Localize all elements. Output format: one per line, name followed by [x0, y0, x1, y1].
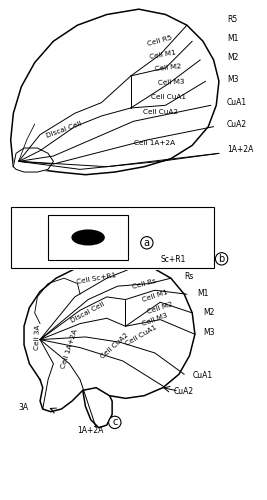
Polygon shape	[13, 148, 53, 172]
Text: Cell 3A: Cell 3A	[34, 324, 41, 349]
Text: Cell 1A+2A: Cell 1A+2A	[60, 328, 78, 370]
Text: Cell M3: Cell M3	[158, 79, 184, 86]
Text: Sc+R1: Sc+R1	[160, 255, 186, 264]
Text: CuA2: CuA2	[174, 387, 194, 396]
Text: Discal Cell: Discal Cell	[45, 120, 83, 139]
Text: Cell M3: Cell M3	[141, 312, 168, 327]
Text: c: c	[112, 418, 117, 428]
Text: CuA1: CuA1	[227, 98, 247, 107]
Text: M3: M3	[203, 328, 214, 338]
Text: 1A+2A: 1A+2A	[77, 426, 104, 435]
Text: Cell M1: Cell M1	[149, 50, 176, 60]
Text: 3A: 3A	[19, 403, 29, 412]
Bar	[11, 206, 214, 268]
Text: CuA1: CuA1	[192, 371, 212, 380]
Text: 1A+2A: 1A+2A	[227, 145, 253, 154]
Polygon shape	[11, 9, 219, 174]
Text: CuA2: CuA2	[227, 120, 247, 129]
Bar	[48, 215, 128, 260]
Text: Cell M2: Cell M2	[155, 64, 182, 72]
Text: Cell CuA1: Cell CuA1	[151, 94, 186, 100]
Text: Rs: Rs	[184, 272, 194, 281]
Text: Cell Rs: Cell Rs	[132, 278, 157, 289]
Text: Cell M2: Cell M2	[147, 300, 174, 314]
Text: Discal Cell: Discal Cell	[70, 302, 106, 324]
Text: M1: M1	[227, 34, 238, 43]
Text: M1: M1	[198, 289, 209, 298]
Text: Cell CuA2: Cell CuA2	[143, 109, 178, 115]
Text: Cell M1: Cell M1	[141, 288, 168, 302]
Polygon shape	[24, 262, 195, 412]
Text: M2: M2	[203, 308, 214, 316]
Text: Cell R5: Cell R5	[147, 35, 173, 48]
Text: R5: R5	[227, 16, 237, 24]
Text: Cell CuA2: Cell CuA2	[100, 332, 130, 360]
Text: Cell Sc+R1: Cell Sc+R1	[76, 272, 116, 284]
Text: M2: M2	[227, 54, 238, 62]
Text: M3: M3	[227, 74, 238, 84]
Text: a: a	[144, 238, 150, 248]
Text: Cell CuA1: Cell CuA1	[125, 324, 158, 347]
Text: b: b	[218, 254, 225, 264]
Ellipse shape	[72, 230, 104, 245]
Text: Cell 1A+2A: Cell 1A+2A	[134, 140, 175, 145]
